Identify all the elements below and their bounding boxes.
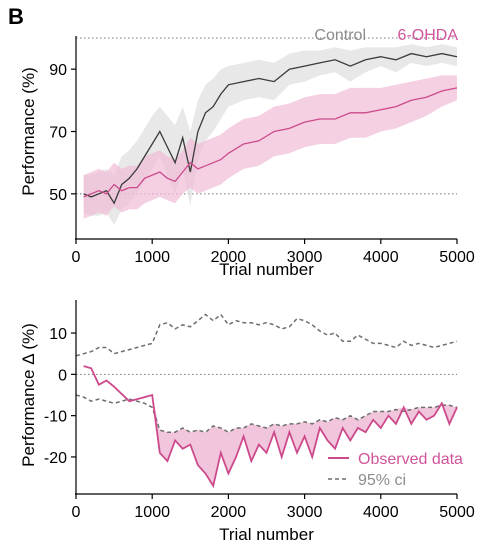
bottom-y-axis-label: Performance Δ (%): [19, 323, 38, 467]
x-tick-label-5000: 5000: [439, 249, 475, 266]
y-tick-label-0: 0: [58, 367, 67, 384]
x-tick-label-3000: 3000: [287, 249, 323, 266]
x-tick-label-3000: 3000: [287, 504, 323, 521]
x-tick-label-1000: 1000: [134, 504, 170, 521]
y-tick-label-10: 10: [49, 326, 67, 343]
y-tick-label--10: -10: [44, 409, 67, 426]
bottom-deficit-fill: [152, 395, 457, 486]
bottom-chart: 10 0 -10 -20 0 1000 2000 3000 4000 5000 Performan…: [19, 300, 475, 544]
bottom-series-lines: [75, 313, 458, 489]
y-tick-label--20: -20: [44, 450, 67, 467]
observed-data-line: [83, 365, 458, 489]
x-tick-label-0: 0: [72, 504, 81, 521]
top-series-lines: [83, 52, 458, 205]
ci-lower-line: [75, 394, 458, 434]
panel-letter: B: [8, 4, 24, 29]
observed-below-ci-fill: [152, 395, 457, 486]
x-tick-label-1000: 1000: [134, 249, 170, 266]
top-axes: 50 70 90 0 1000 2000 3000 4000 5000: [49, 36, 475, 266]
line-6ohda: [83, 87, 458, 198]
top-y-axis-label: Performance (%): [19, 67, 38, 195]
x-tick-label-4000: 4000: [363, 504, 399, 521]
bottom-legend: Observed data 95% ci: [328, 451, 463, 489]
top-x-axis-label: Trial number: [219, 260, 314, 279]
x-tick-label-2000: 2000: [211, 504, 247, 521]
line-control: [83, 52, 458, 205]
top-confidence-bands: [83, 44, 457, 226]
x-tick-label-5000: 5000: [439, 504, 475, 521]
legend-6ohda-label: 6-OHDA: [398, 27, 459, 44]
x-tick-label-4000: 4000: [363, 249, 399, 266]
y-tick-label-50: 50: [49, 187, 67, 204]
top-chart: 50 70 90 0 1000 2000 3000 4000 5000 Performance …: [19, 27, 475, 279]
band-6ohda: [83, 75, 457, 219]
bottom-x-axis-label: Trial number: [219, 525, 314, 544]
bottom-axes: 10 0 -10 -20 0 1000 2000 3000 4000 5000: [44, 300, 475, 521]
y-tick-label-70: 70: [49, 125, 67, 142]
y-tick-label-90: 90: [49, 62, 67, 79]
legend-observed-label: Observed data: [358, 451, 463, 468]
ci-upper-line: [75, 313, 458, 357]
x-tick-label-2000: 2000: [211, 249, 247, 266]
legend-control-label: Control: [314, 27, 366, 44]
top-reference-lines: [76, 37, 457, 195]
x-tick-label-0: 0: [72, 249, 81, 266]
legend-ci-label: 95% ci: [358, 472, 406, 489]
